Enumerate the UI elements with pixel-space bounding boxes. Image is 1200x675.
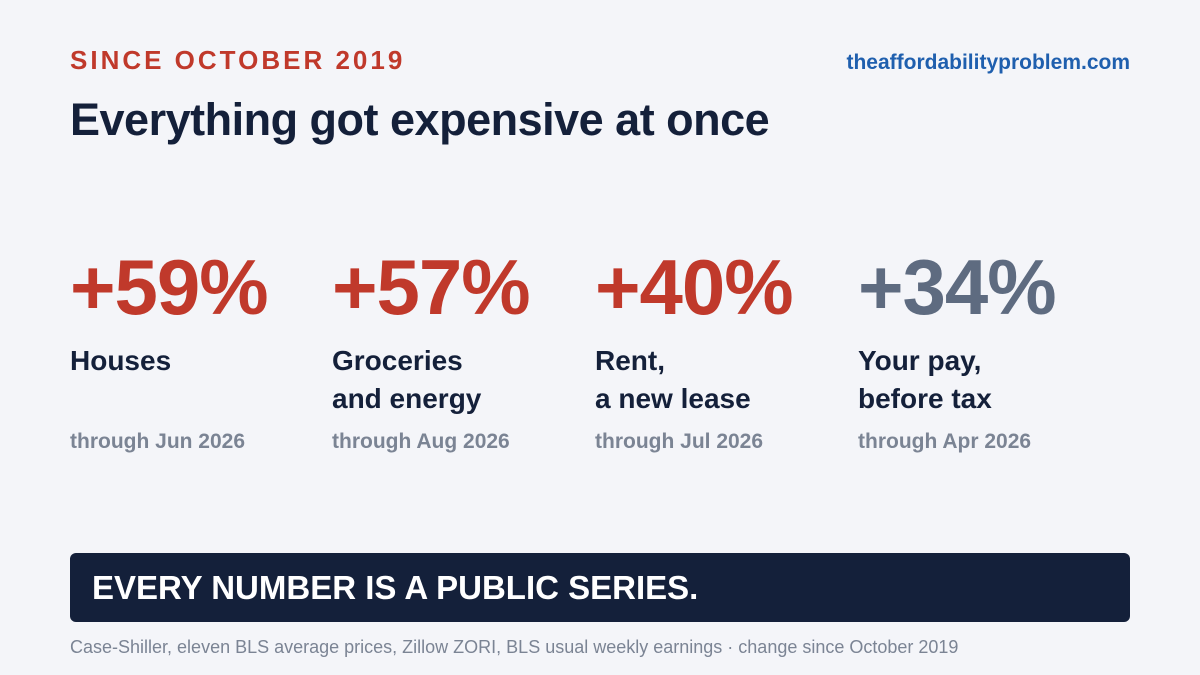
stat-pay: +34% Your pay, before tax through Apr 20…	[858, 242, 1108, 472]
stat-period: through Jul 2026	[595, 430, 764, 453]
stat-label: Houses	[70, 345, 172, 376]
site-link[interactable]: theaffordabilityproblem.com	[846, 51, 1130, 74]
stat-groceries-energy: +57% Groceries and energy through Aug 20…	[332, 242, 582, 472]
stat-value: +59%	[70, 243, 269, 331]
banner-text: EVERY NUMBER IS A PUBLIC SERIES.	[92, 569, 699, 606]
stat-houses: +59% Houses through Jun 2026	[70, 242, 320, 472]
stat-label: Rent, a new lease	[595, 345, 751, 414]
banner: EVERY NUMBER IS A PUBLIC SERIES.	[70, 553, 1130, 622]
page-title: Everything got expensive at once	[70, 94, 770, 145]
kicker: SINCE OCTOBER 2019	[70, 45, 406, 75]
stat-period: through Apr 2026	[858, 430, 1032, 453]
stat-period: through Jun 2026	[70, 430, 246, 453]
stat-period: through Aug 2026	[332, 430, 510, 453]
stat-rent: +40% Rent, a new lease through Jul 2026	[595, 242, 845, 472]
stat-value: +57%	[332, 243, 531, 331]
source-footnote: Case-Shiller, eleven BLS average prices,…	[70, 637, 959, 657]
stat-label: Your pay, before tax	[858, 345, 992, 414]
stats-row: +59% Houses through Jun 2026 +57% Grocer…	[70, 242, 1130, 472]
stat-value: +40%	[595, 243, 794, 331]
stat-label: Groceries and energy	[332, 345, 482, 414]
stat-value: +34%	[858, 243, 1057, 331]
